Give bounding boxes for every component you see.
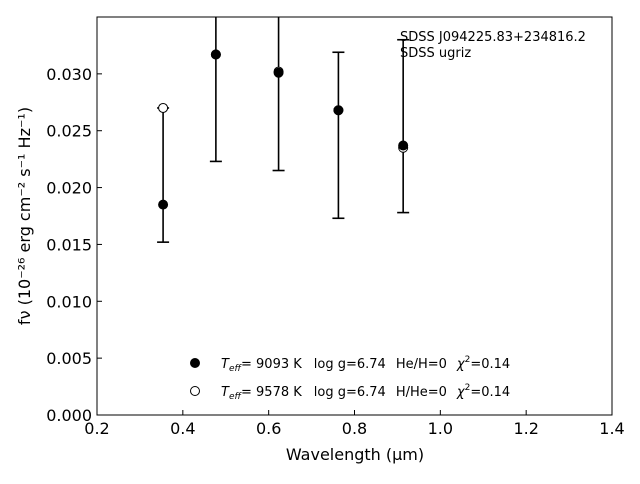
data-point-filled — [273, 67, 284, 78]
data-point-filled — [333, 105, 344, 116]
legend-marker-open — [190, 386, 200, 396]
x-axis-ticks: 0.2 0.4 0.6 0.8 1.0 1.2 1.4 — [84, 410, 625, 438]
x-tick-label: 0.8 — [342, 419, 367, 438]
data-points — [158, 49, 409, 210]
legend-marker-filled — [190, 358, 200, 368]
y-tick-label: 0.005 — [46, 349, 92, 368]
plot-area: 0.2 0.4 0.6 0.8 1.0 1.2 1.4 0.0000.0050.0100.0… — [46, 16, 625, 438]
data-point-filled — [398, 140, 409, 151]
y-tick-label: 0.030 — [46, 65, 92, 84]
y-tick-label: 0.000 — [46, 406, 92, 425]
x-tick-label: 0.6 — [256, 419, 281, 438]
x-tick-label: 1.0 — [428, 419, 453, 438]
x-tick-label: 1.4 — [599, 419, 624, 438]
y-tick-label: 0.010 — [46, 292, 92, 311]
data-point-open — [158, 102, 169, 113]
x-tick-label: 1.2 — [513, 419, 538, 438]
x-axis-label: Wavelength (μm) — [286, 445, 424, 464]
x-tick-label: 0.4 — [170, 419, 195, 438]
annotation-object: SDSS J094225.83+234816.2 — [400, 30, 586, 45]
data-point-filled — [158, 199, 169, 210]
data-point-filled — [210, 49, 221, 60]
y-axis-label: fν (10⁻²⁶ erg cm⁻² s⁻¹ Hz⁻¹) — [15, 107, 34, 325]
y-tick-label: 0.025 — [46, 122, 92, 141]
annotation: SDSS J094225.83+234816.2 SDSS ugriz — [400, 30, 586, 61]
y-axis-ticks: 0.000 0.005 0.010 0.015 0.020 0.025 0.030 — [46, 65, 102, 425]
annotation-survey: SDSS ugriz — [400, 46, 471, 61]
y-tick-label: 0.020 — [46, 179, 92, 198]
x-tick-label: 0.2 — [84, 419, 109, 438]
y-tick-label: 0.015 — [46, 235, 92, 254]
